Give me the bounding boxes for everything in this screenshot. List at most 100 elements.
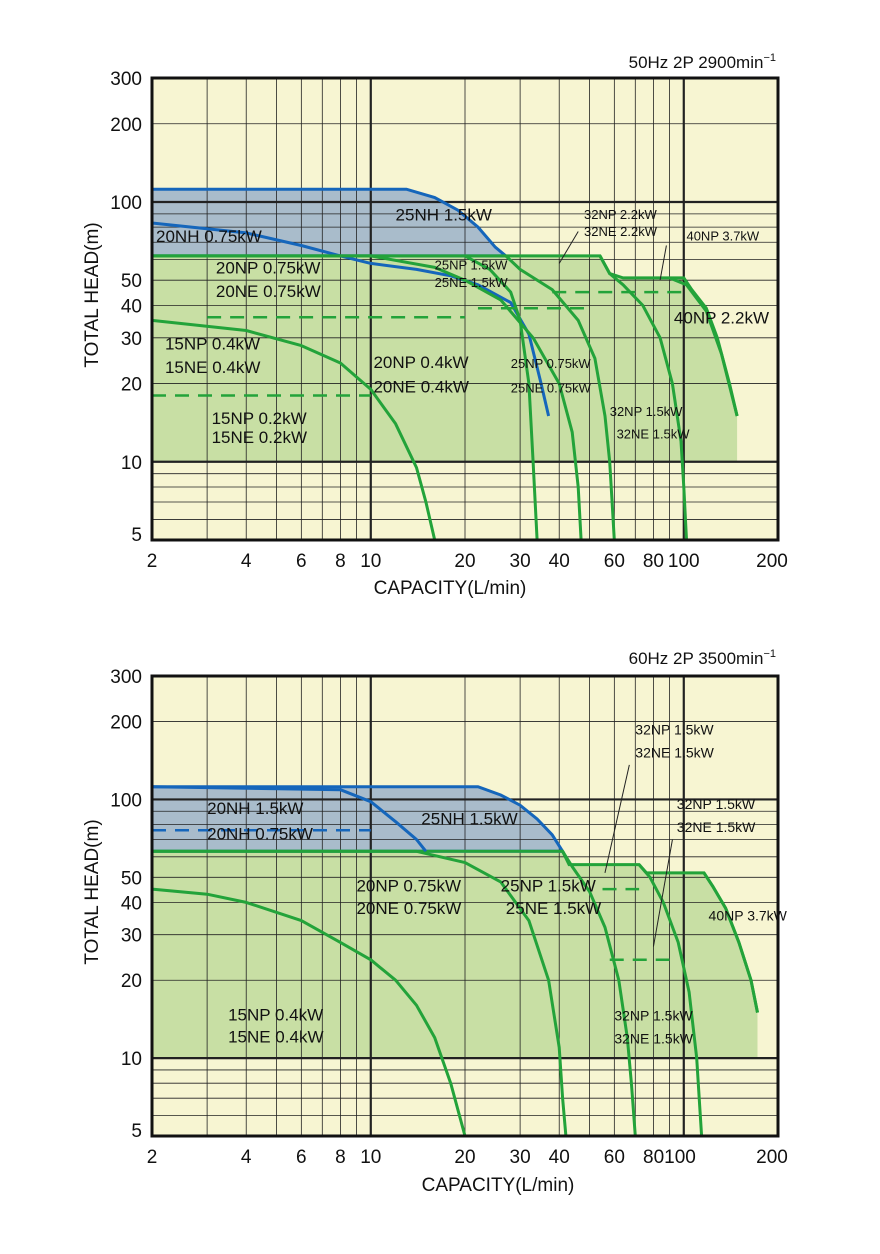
x-tick-label: 10 (360, 551, 381, 572)
x-tick-label: 30 (510, 551, 531, 572)
series-label: 25NE 1.5kW (506, 899, 601, 918)
series-label: 25NE 1.5kW (435, 275, 509, 290)
x-tick-label: 20 (454, 1147, 475, 1168)
series-label: 15NE 0.4kW (165, 358, 260, 377)
x-tick-label: 8 (335, 1147, 346, 1168)
series-label: 32NP 1.5kW (677, 796, 756, 812)
leader-line (652, 839, 673, 947)
performance-curve (151, 887, 467, 1137)
leader-line (558, 231, 579, 264)
x-tick-label: 60 (604, 1147, 625, 1168)
plot-layer (150, 674, 780, 1138)
x-tick-label: 100 (668, 551, 700, 572)
series-label: 20NP 0.75kW (216, 259, 321, 278)
x-tick-label: 200 (756, 551, 788, 572)
series-label: 32NE 2.2kW (584, 224, 658, 239)
series-label: 20NP 0.75kW (356, 877, 461, 896)
series-label: 20NH 1.5kW (207, 799, 303, 818)
series-label: 20NE 0.4kW (373, 377, 468, 396)
series-label: 32NP 1.5kW (614, 1007, 693, 1023)
y-tick-label: 30 (121, 329, 142, 350)
x-tick-label: 8 (335, 551, 346, 572)
performance-curve (637, 863, 704, 1137)
leader-line (659, 245, 667, 281)
performance-curve (152, 849, 568, 1137)
performance-curve (464, 254, 539, 541)
performance-curve (702, 872, 759, 1013)
performance-curve (598, 255, 688, 541)
series-label: 25NP 1.5kW (435, 257, 508, 272)
series-label: 25NP 1.5kW (501, 877, 596, 896)
y-tick-label: 100 (110, 193, 142, 214)
y-tick-label: 5 (131, 1121, 142, 1142)
x-tick-label: 2 (147, 551, 158, 572)
x-tick-label: 20 (454, 551, 475, 572)
y-tick-label: 10 (121, 1049, 142, 1070)
performance-curve (668, 276, 739, 417)
x-tick-label: 200 (756, 1147, 788, 1168)
series-label: 32NE 1.5kW (617, 426, 691, 441)
y-tick-label: 50 (121, 868, 142, 889)
series-label: 20NP 0.4kW (373, 353, 468, 372)
series-label: 25NE 0.75kW (511, 380, 592, 395)
series-label: 32NE 1.5kW (635, 745, 714, 761)
plot-frame (150, 76, 780, 542)
series-label: 20NE 0.75kW (216, 282, 321, 301)
series-label: 20NE 0.75kW (356, 899, 461, 918)
y-tick-label: 10 (121, 453, 142, 474)
series-label: 32NP 2.2kW (584, 207, 657, 222)
x-tick-label: 80 (643, 551, 664, 572)
series-label: 32NE 1.5kW (677, 819, 756, 835)
performance-curve (152, 254, 583, 541)
series-label: 32NP 1.5kW (635, 722, 714, 738)
x-tick-label: 6 (296, 551, 307, 572)
chart-condition-50hz: 50Hz 2P 2900min−1 (629, 52, 776, 72)
y-tick-label: 20 (121, 971, 142, 992)
performance-curve (151, 785, 428, 853)
series-label: 20NH 0.75kW (156, 227, 262, 246)
series-label: 25NP 0.75kW (511, 356, 592, 371)
y-tick-label: 200 (110, 115, 142, 136)
x-tick-label: 80100 (643, 1147, 696, 1168)
series-label: 15NP 0.4kW (228, 1005, 323, 1024)
region-green (152, 255, 738, 462)
x-tick-label: 30 (510, 1147, 531, 1168)
y-tick-label: 50 (121, 271, 142, 292)
series-label: 15NP 0.4kW (165, 335, 260, 354)
performance-curve (151, 318, 437, 541)
x-tick-label: 6 (296, 1147, 307, 1168)
series-label: 20NH 0.75kW (207, 825, 313, 844)
x-tick-label: 10 (360, 1147, 381, 1168)
region-blue (152, 189, 506, 256)
y-tick-label: 20 (121, 375, 142, 396)
y-tick-label: 5 (131, 525, 142, 546)
series-label: 40NP 2.2kW (674, 309, 769, 328)
x-axis-label-50hz: CAPACITY(L/min) (374, 578, 527, 599)
series-label: 32NP 1.5kW (610, 404, 683, 419)
series-label: 15NP 0.2kW (212, 409, 307, 428)
y-tick-label: 40 (121, 296, 142, 317)
x-tick-label: 4 (241, 1147, 252, 1168)
y-axis-label-50hz: TOTAL HEAD(m) (82, 222, 103, 367)
x-tick-label: 40 (549, 551, 570, 572)
series-label: 32NE 1.5kW (614, 1030, 693, 1046)
chart-condition-60hz: 60Hz 2P 3500min−1 (629, 648, 776, 668)
x-tick-label: 60 (604, 551, 625, 572)
y-tick-label: 30 (121, 926, 142, 947)
x-tick-label: 2 (147, 1147, 158, 1168)
x-axis-label-60hz: CAPACITY(L/min) (422, 1175, 575, 1196)
performance-curve (151, 221, 551, 417)
y-tick-label: 40 (121, 893, 142, 914)
chart-60hz: 60Hz 2P 3500min−1 CAPACITY(L/min) TOTAL … (82, 648, 788, 1196)
plot-layer (150, 76, 780, 542)
region-green (152, 851, 758, 1059)
region-blue (152, 786, 563, 852)
region-outline-blue (152, 785, 566, 853)
chart-50hz: 50Hz 2P 2900min−1 CAPACITY(L/min) TOTAL … (82, 52, 788, 599)
x-tick-label: 40 (549, 1147, 570, 1168)
performance-curve (561, 850, 637, 1137)
leader-line (604, 764, 630, 874)
y-tick-label: 200 (110, 713, 142, 734)
series-label: 25NH 1.5kW (421, 809, 517, 828)
